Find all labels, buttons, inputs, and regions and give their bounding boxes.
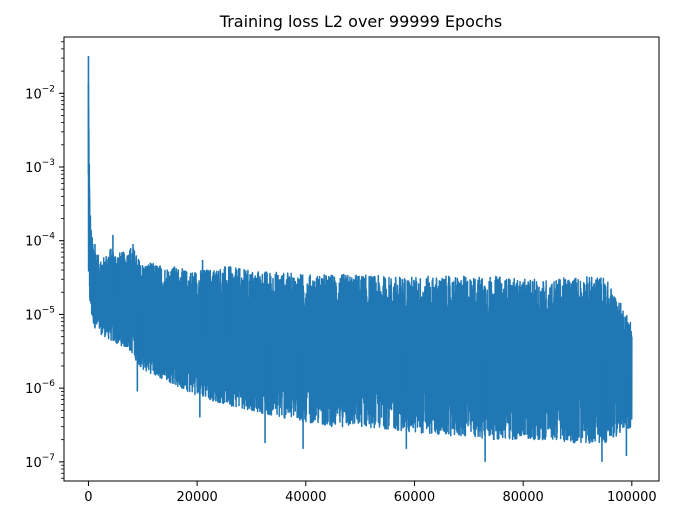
x-tick-label: 20000 — [176, 490, 217, 505]
y-tick-label: 10−2 — [25, 84, 55, 102]
plot-area — [87, 56, 633, 462]
y-tick-label: 10−4 — [25, 232, 55, 250]
axes: 0 20000 40000 60000 80000 100000 10−7 10−6 10−5 1… — [25, 36, 660, 505]
x-tick-label: 40000 — [285, 490, 326, 505]
y-tick-label: 10−7 — [25, 453, 55, 471]
x-tick-label: 60000 — [394, 490, 435, 505]
y-tick-label: 10−5 — [25, 305, 55, 323]
y-tick-label: 10−6 — [25, 379, 55, 397]
loss-line — [87, 83, 633, 444]
x-tick-label: 0 — [84, 490, 92, 505]
y-tick-label: 10−3 — [25, 158, 55, 176]
x-tick-label: 80000 — [502, 490, 543, 505]
x-tick-label: 100000 — [607, 490, 657, 505]
axes-frame — [63, 36, 660, 482]
chart-title: Training loss L2 over 99999 Epochs — [219, 12, 502, 31]
